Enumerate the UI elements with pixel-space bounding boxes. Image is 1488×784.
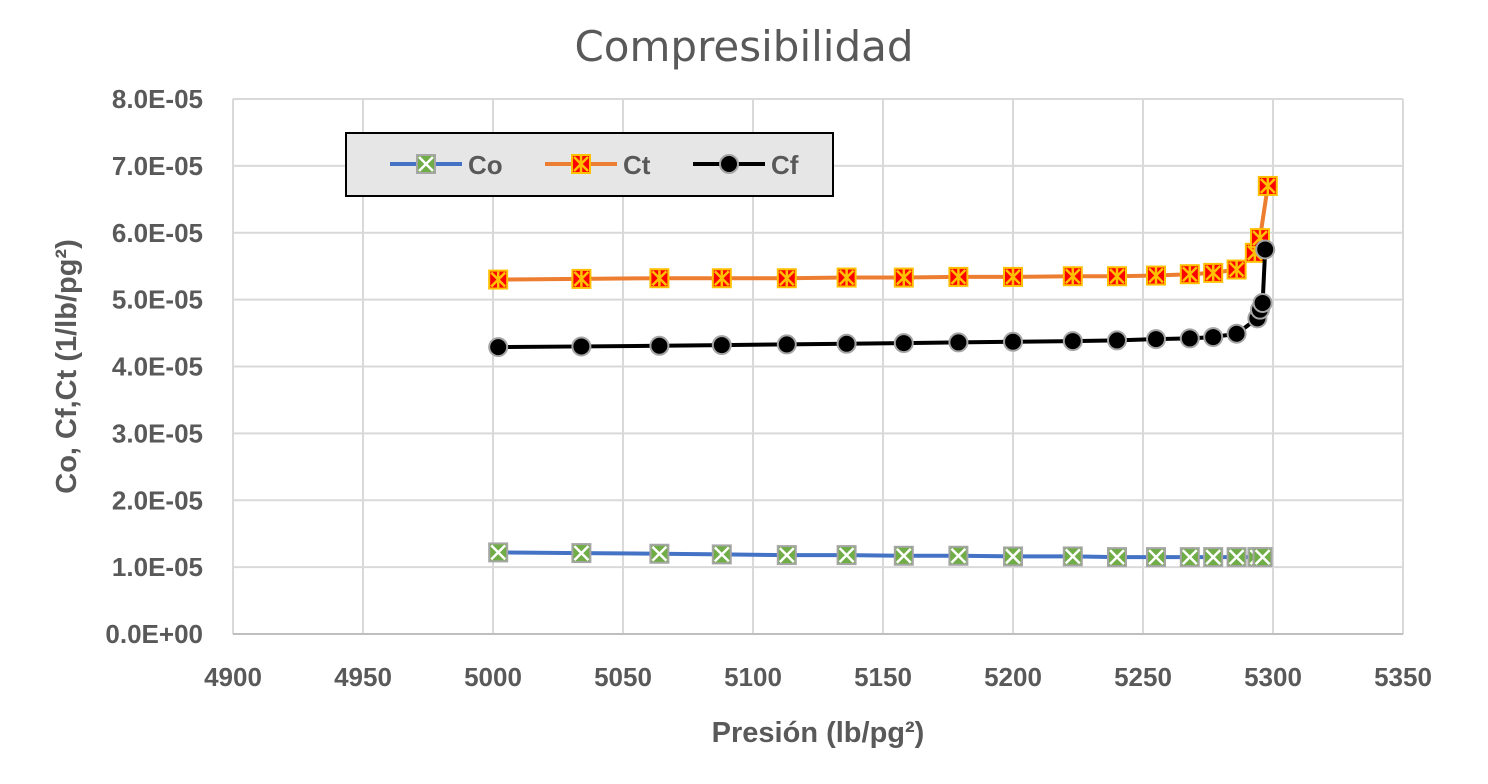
cf-marker bbox=[893, 333, 914, 354]
cf-marker bbox=[948, 332, 969, 353]
co-marker bbox=[1226, 547, 1247, 568]
y-tick-label: 4.0E-05 bbox=[112, 352, 203, 382]
x-tick-label: 5000 bbox=[464, 662, 522, 692]
ct-legend-label: Ct bbox=[623, 150, 651, 180]
y-tick-label: 0.0E+00 bbox=[105, 619, 203, 649]
cf-marker bbox=[836, 333, 857, 354]
x-tick-label: 4900 bbox=[204, 662, 262, 692]
y-tick-label: 8.0E-05 bbox=[112, 84, 203, 114]
cf-legend-marker bbox=[719, 154, 739, 174]
co-marker bbox=[1179, 547, 1200, 568]
ct-marker bbox=[776, 268, 797, 289]
co-marker bbox=[571, 543, 592, 564]
ct-marker bbox=[1226, 259, 1247, 280]
co-marker bbox=[1252, 547, 1273, 568]
co-marker bbox=[711, 544, 732, 565]
y-tick-label: 5.0E-05 bbox=[112, 285, 203, 315]
ct-marker bbox=[1003, 266, 1023, 287]
cf-marker bbox=[488, 337, 509, 358]
cf-marker bbox=[776, 334, 797, 355]
chart-title: Compresibilidad bbox=[574, 22, 914, 71]
y-tick-label: 6.0E-05 bbox=[112, 218, 203, 248]
co-marker bbox=[488, 542, 509, 563]
cf-marker bbox=[1179, 328, 1200, 349]
x-tick-label: 5250 bbox=[1114, 662, 1172, 692]
cf-marker bbox=[1255, 239, 1276, 260]
co-marker bbox=[1107, 547, 1127, 568]
ct-marker bbox=[1146, 265, 1166, 286]
ct-marker bbox=[649, 268, 670, 289]
cf-marker bbox=[571, 336, 592, 357]
y-tick-label: 7.0E-05 bbox=[112, 151, 203, 181]
x-tick-label: 5200 bbox=[984, 662, 1042, 692]
ct-marker bbox=[836, 267, 857, 288]
ct-marker bbox=[488, 269, 509, 290]
ct-marker bbox=[893, 267, 914, 288]
co-marker bbox=[948, 545, 969, 566]
co-marker bbox=[1203, 547, 1224, 568]
cf-marker bbox=[1107, 330, 1127, 351]
ct-legend-marker bbox=[571, 154, 591, 174]
co-legend-marker bbox=[416, 154, 436, 174]
x-tick-label: 5150 bbox=[854, 662, 912, 692]
co-marker bbox=[649, 543, 670, 564]
cf-marker bbox=[1252, 292, 1273, 313]
ct-marker bbox=[1107, 266, 1127, 287]
cf-marker bbox=[1226, 323, 1247, 344]
y-tick-label: 2.0E-05 bbox=[112, 485, 203, 515]
co-marker bbox=[893, 545, 914, 566]
y-tick-label: 1.0E-05 bbox=[112, 552, 203, 582]
y-tick-label: 3.0E-05 bbox=[112, 418, 203, 448]
co-marker bbox=[1062, 546, 1083, 567]
cf-marker bbox=[1062, 331, 1083, 352]
cf-marker bbox=[649, 335, 670, 356]
cf-marker bbox=[1203, 327, 1224, 348]
co-marker bbox=[1003, 546, 1023, 567]
ct-marker bbox=[1062, 266, 1083, 287]
legend: Co Ct Cf bbox=[345, 132, 834, 197]
x-tick-label: 5300 bbox=[1244, 662, 1302, 692]
cf-marker bbox=[1003, 331, 1023, 352]
co-marker bbox=[836, 545, 857, 566]
co-legend-label: Co bbox=[468, 150, 503, 180]
cf-marker bbox=[1146, 329, 1166, 350]
co-marker bbox=[1146, 547, 1166, 568]
cf-marker bbox=[711, 335, 732, 356]
x-tick-label: 5350 bbox=[1374, 662, 1432, 692]
x-axis-label: Presión (lb/pg²) bbox=[712, 717, 925, 749]
ct-marker bbox=[1257, 175, 1278, 196]
x-tick-label: 4950 bbox=[334, 662, 392, 692]
y-axis-label: Co, Cf,Ct (1/lb/pg²) bbox=[51, 239, 83, 494]
ct-marker bbox=[711, 268, 732, 289]
cf-legend-label: Cf bbox=[771, 150, 799, 180]
ct-marker bbox=[571, 268, 592, 289]
x-tick-label: 5050 bbox=[594, 662, 652, 692]
ct-marker bbox=[1179, 264, 1200, 285]
ct-marker bbox=[1203, 262, 1224, 283]
ct-marker bbox=[948, 266, 969, 287]
x-tick-label: 5100 bbox=[724, 662, 782, 692]
co-marker bbox=[776, 545, 797, 566]
